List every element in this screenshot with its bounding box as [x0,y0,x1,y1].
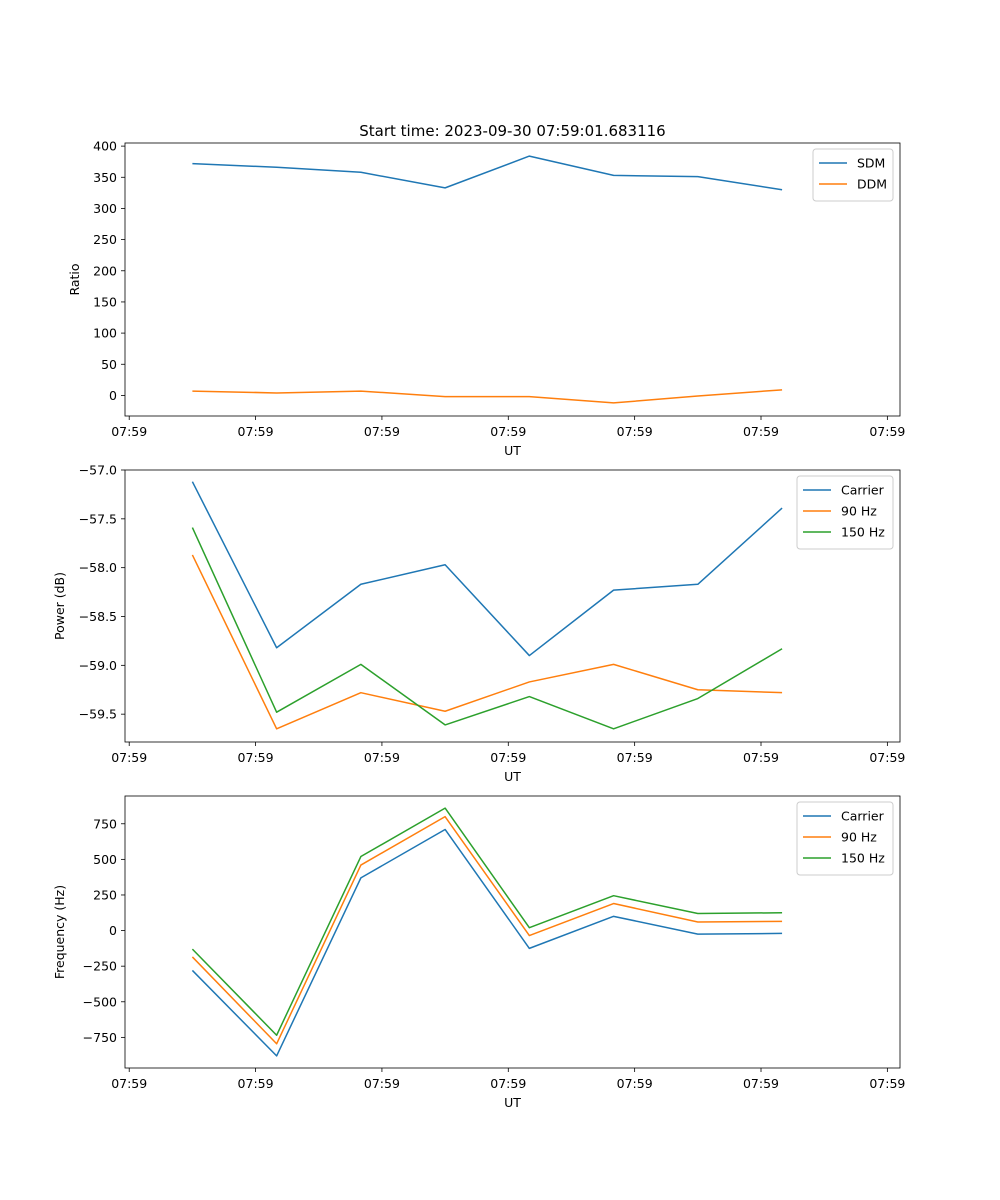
y-tick-label: −58.5 [79,609,117,624]
series-line-carrier [191,481,783,657]
legend-box [796,475,894,550]
y-axis-label: Ratio [67,263,82,295]
x-tick-label: 07:59 [869,750,905,765]
x-tick-label: 07:59 [111,1076,147,1091]
y-tick-label: 350 [93,170,117,185]
x-tick-label: 07:59 [238,424,274,439]
legend-label: 90 Hz [841,830,877,845]
x-tick-label: 07:59 [617,750,653,765]
series-line-150-hz [191,527,783,730]
axes-frame [124,142,901,417]
x-tick-label: 07:59 [364,424,400,439]
x-axis-label: UT [504,1095,521,1110]
y-tick-label: 250 [93,232,117,247]
legend-label: 150 Hz [841,525,885,540]
y-tick-label: 300 [93,201,117,216]
legend-box [812,148,894,202]
x-tick-label: 07:59 [743,1076,779,1091]
x-tick-label: 07:59 [364,1076,400,1091]
y-tick-label: −57.0 [79,463,117,478]
legend: Carrier 90 Hz 150 Hz [796,475,894,550]
legend-box [796,801,894,876]
y-tick-label: 100 [93,326,117,341]
x-tick-label: 07:59 [111,424,147,439]
x-tick-label: 07:59 [869,424,905,439]
y-tick-label: 250 [93,887,117,902]
x-tick-label: 07:59 [490,1076,526,1091]
subplot-3: 07:59 07:59 07:59 07:59 07:59 07:59 07:59 −750 −… [52,795,905,1110]
legend-label: 150 Hz [841,851,885,866]
series-line-150-hz [191,807,783,1036]
y-tick-label: −750 [83,1030,117,1045]
y-axis-label: Frequency (Hz) [52,885,67,979]
y-tick-label: 0 [109,388,117,403]
subplot-2: 07:59 07:59 07:59 07:59 07:59 07:59 07:59 −57.0… [52,463,905,785]
x-tick-label: 07:59 [364,750,400,765]
axes-frame [124,795,901,1069]
series-line-carrier [191,828,783,1057]
figure-title: Start time: 2023-09-30 07:59:01.683116 [359,122,665,140]
subplot-1: 07:59 07:59 07:59 07:59 07:59 07:59 07:59 0 50 10… [67,139,905,458]
x-tick-label: 07:59 [743,424,779,439]
y-tick-label: 400 [93,139,117,154]
x-tick-label: 07:59 [743,750,779,765]
y-tick-label: −57.5 [79,511,117,526]
legend-label: SDM [857,156,885,171]
y-tick-label: 50 [101,357,117,372]
series-line-sdm [192,155,783,191]
legend-label: 90 Hz [841,504,877,519]
x-axis-label: UT [504,443,521,458]
legend: Carrier 90 Hz 150 Hz [796,801,894,876]
x-tick-label: 07:59 [869,1076,905,1091]
legend: SDM DDM [812,148,894,202]
legend-label: DDM [857,177,887,192]
y-tick-label: −59.5 [79,707,117,722]
y-tick-label: −59.0 [79,658,117,673]
x-tick-label: 07:59 [111,750,147,765]
x-tick-label: 07:59 [238,1076,274,1091]
x-tick-label: 07:59 [490,424,526,439]
x-tick-label: 07:59 [238,750,274,765]
x-tick-label: 07:59 [617,1076,653,1091]
legend-label: Carrier [841,809,885,824]
x-axis-label: UT [504,769,521,784]
series-line-90-hz [191,554,783,730]
legend-label: Carrier [841,483,885,498]
x-tick-label: 07:59 [617,424,653,439]
y-tick-label: 200 [93,263,117,278]
y-tick-label: −58.0 [79,560,117,575]
y-tick-label: 500 [93,852,117,867]
y-tick-label: 150 [93,294,117,309]
series-line-90-hz [191,815,783,1045]
y-tick-label: 750 [93,816,117,831]
y-tick-label: −500 [83,994,117,1009]
axes-frame [124,469,901,743]
series-line-ddm [192,389,783,404]
x-tick-label: 07:59 [490,750,526,765]
y-tick-label: 0 [109,923,117,938]
y-axis-label: Power (dB) [52,572,67,640]
y-tick-label: −250 [83,959,117,974]
